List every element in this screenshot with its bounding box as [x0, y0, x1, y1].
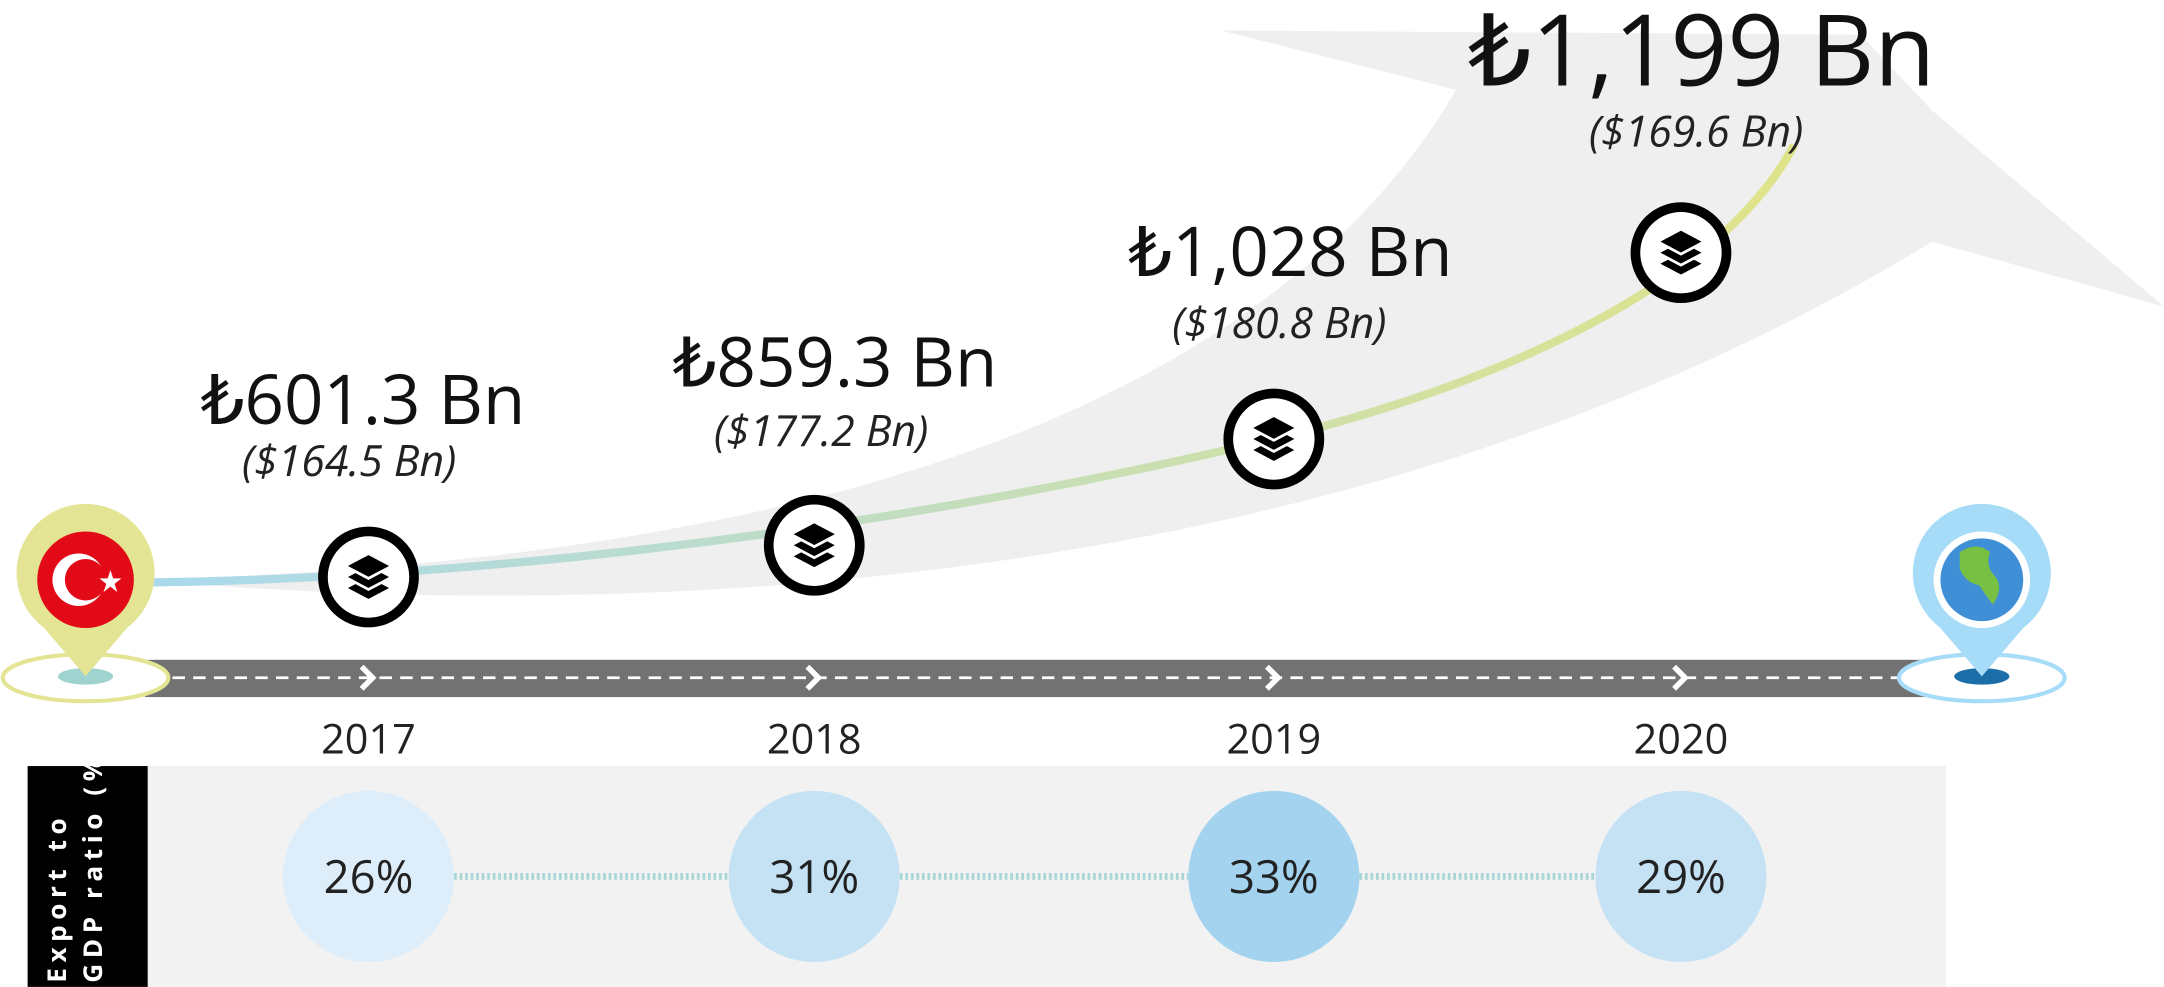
- layers-icon: [763, 494, 865, 596]
- end-pin: [1896, 503, 2067, 704]
- ratio-circle: [728, 790, 900, 963]
- ratio: 29%: [1636, 845, 1726, 907]
- ratio: 26%: [324, 845, 414, 907]
- try-value: ₺1,199 Bn: [1468, 0, 1935, 116]
- icon-layer: [1247, 413, 1301, 442]
- icon-layer: [1654, 227, 1708, 256]
- ratio-circle: [282, 790, 455, 963]
- ratio: 31%: [769, 845, 859, 907]
- year: 2017: [321, 711, 416, 767]
- try-value: ₺1,028 Bn: [1128, 203, 1452, 297]
- side-label: Export toGDP ratio (%): [38, 738, 110, 983]
- items: ₺601.3 Bn($164.5 Bn) 2017 26% ₺859.3 Bn($17…: [201, 0, 1935, 963]
- year: 2020: [1634, 711, 1729, 767]
- try-value: ₺601.3 Bn: [201, 351, 526, 445]
- icon-layer: [787, 520, 841, 549]
- road-arrows: [359, 664, 1690, 691]
- start-pin: [0, 503, 171, 704]
- background-arrow: [138, 30, 2164, 596]
- usd-value: ($169.6 Bn): [1589, 100, 1803, 159]
- ratio-circle: [1188, 790, 1360, 963]
- icon-layer: [342, 551, 395, 580]
- side-label-box: [27, 766, 148, 987]
- year: 2019: [1226, 711, 1321, 767]
- year: 2018: [767, 711, 862, 767]
- layers-icon: [318, 526, 419, 628]
- usd-value: ($164.5 Bn): [242, 430, 456, 489]
- layers-icon: [1630, 202, 1732, 304]
- ratio: 33%: [1229, 845, 1319, 907]
- ratio-circle: [1595, 790, 1767, 963]
- try-value: ₺859.3 Bn: [673, 314, 998, 408]
- usd-value: ($180.8 Bn): [1172, 292, 1386, 351]
- usd-value: ($177.2 Bn): [714, 400, 928, 459]
- layers-icon: [1223, 388, 1325, 490]
